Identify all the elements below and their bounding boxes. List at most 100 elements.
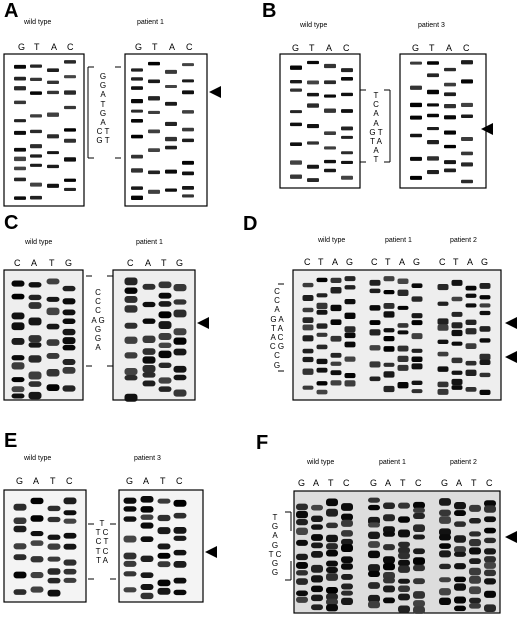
gel-band	[479, 310, 491, 316]
gel-band	[140, 506, 154, 513]
gel-band	[64, 105, 76, 110]
gel-band	[344, 298, 356, 305]
gel-band	[461, 79, 473, 84]
gel-band	[461, 60, 473, 65]
gel-band	[302, 307, 314, 313]
gel-band	[182, 127, 194, 132]
gel-band	[479, 353, 491, 361]
gel-band	[311, 504, 323, 511]
lane-label: T	[328, 478, 334, 488]
gel-band	[142, 372, 156, 378]
gel-band	[30, 77, 42, 81]
gel-band	[302, 282, 314, 288]
arrow-marker	[205, 546, 217, 558]
gel-band	[330, 361, 342, 366]
gel-band	[439, 597, 451, 606]
gel-band	[307, 80, 319, 85]
gel-band	[461, 151, 473, 156]
gel-band	[182, 171, 194, 176]
lane-label: T	[34, 42, 40, 52]
gel-band	[124, 305, 138, 313]
gel-band	[398, 552, 410, 559]
gel-band	[63, 577, 77, 583]
gel-band	[47, 134, 59, 139]
gel-band	[341, 597, 353, 606]
gel-image	[292, 269, 502, 401]
gel-band	[148, 110, 160, 115]
lane-label: T	[152, 42, 158, 52]
gel-band	[173, 328, 187, 336]
gel-band	[324, 159, 336, 164]
gel-band	[413, 548, 425, 555]
gel-band	[148, 96, 160, 101]
gel-band	[311, 534, 323, 541]
gel-band	[413, 606, 425, 614]
gel-band	[369, 329, 381, 336]
gel-band	[469, 547, 481, 555]
gel-band	[439, 509, 451, 516]
caption-patient-1: patient 1	[379, 459, 406, 466]
lane-label: A	[33, 476, 40, 486]
gel-band	[182, 110, 194, 114]
gel-band	[398, 565, 410, 573]
gel-band	[158, 386, 172, 392]
lane-label: T	[49, 258, 55, 268]
gel-band	[368, 497, 380, 503]
gel-band	[158, 362, 172, 368]
gel-band	[479, 326, 491, 332]
gel-band	[13, 543, 27, 550]
gel-band	[11, 322, 25, 331]
gel-band	[413, 524, 425, 532]
gel-band	[296, 527, 308, 536]
gel-band	[148, 79, 160, 84]
gel-band	[63, 497, 77, 505]
gel-band	[131, 86, 143, 90]
lane-label: A	[143, 476, 150, 486]
gel-band	[173, 374, 187, 381]
gel-band	[311, 551, 323, 558]
gel-band	[47, 80, 59, 84]
gel-band	[316, 293, 328, 298]
gel-band	[479, 372, 491, 378]
gel-band	[326, 604, 338, 612]
gel-band	[148, 129, 160, 134]
gel-band	[437, 324, 449, 331]
gel-band	[296, 590, 308, 596]
gel-band	[165, 84, 177, 89]
gel-band	[47, 164, 59, 169]
sequence-readout: G G A T G A C T G T	[96, 72, 110, 146]
lane-label: C	[67, 42, 74, 52]
gel-band	[368, 522, 380, 528]
gel-band	[47, 589, 61, 597]
gel-band	[465, 285, 477, 291]
lane-label: G	[135, 42, 143, 52]
gel-band	[142, 365, 156, 373]
gel-band	[326, 598, 338, 606]
gel-band	[326, 522, 338, 529]
gel-band	[131, 68, 143, 72]
gel-band	[383, 290, 395, 295]
gel-band	[13, 503, 27, 511]
gel-band	[140, 536, 154, 542]
gel-band	[326, 593, 338, 601]
gel-band	[142, 301, 156, 308]
sequence-readout: T G A G T C G G	[268, 513, 282, 578]
gel-band	[290, 160, 302, 165]
gel-band	[28, 317, 42, 326]
gel-band	[173, 284, 187, 292]
gel-band	[307, 178, 319, 183]
gel-band	[344, 276, 356, 282]
gel-band	[290, 110, 302, 114]
gel-band	[140, 514, 154, 520]
caption-patient: patient 3	[418, 22, 445, 29]
gel-band	[157, 543, 171, 550]
gel-band	[47, 151, 59, 155]
gel-band	[296, 539, 308, 546]
gel-band	[30, 586, 44, 593]
gel-band	[28, 335, 42, 343]
gel-band	[173, 589, 187, 596]
gel-band	[311, 585, 323, 593]
gel-image	[124, 53, 208, 207]
gel-band	[444, 130, 456, 135]
gel-band	[484, 569, 496, 577]
